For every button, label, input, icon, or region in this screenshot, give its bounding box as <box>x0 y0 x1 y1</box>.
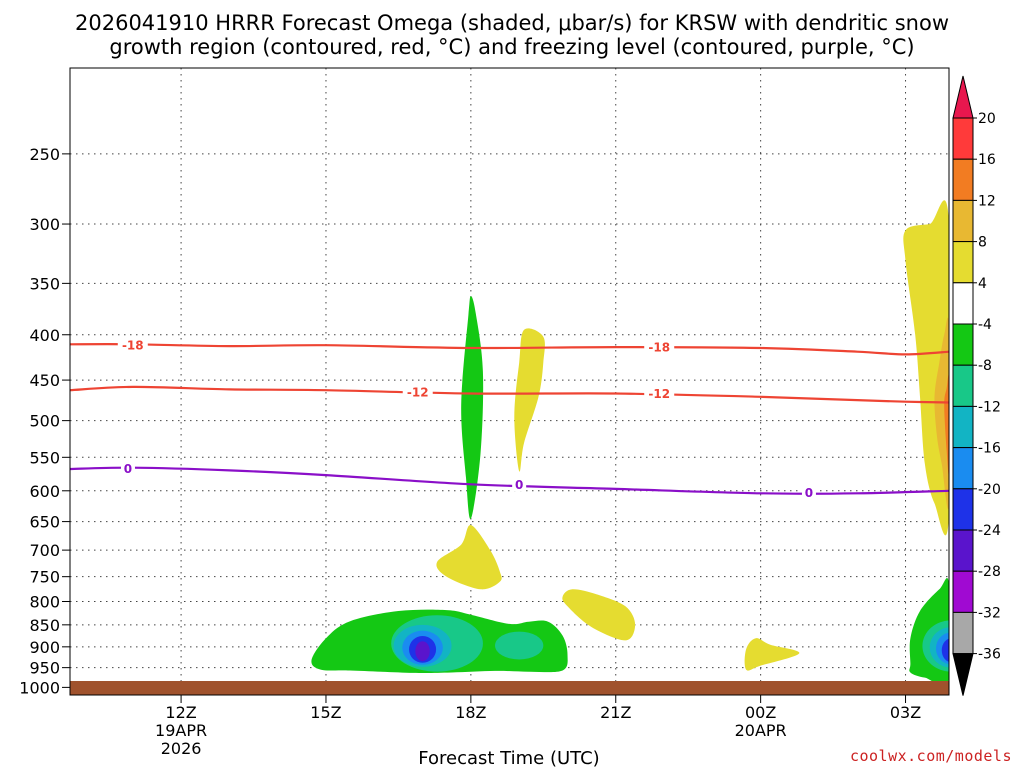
x-tick-label: 03Z <box>890 703 921 722</box>
colorbar-label: -24 <box>978 523 1001 539</box>
freezing-level-line <box>70 466 949 495</box>
x-tick-date-label: 19APR <box>155 721 207 740</box>
colorbar-segment <box>952 199 974 243</box>
colorbar-label: -4 <box>978 317 992 333</box>
contour-layer: -18 -18 -12 -12 0 0 0 <box>70 338 949 500</box>
y-axis-ticks: 250 300 350 400 450 500 550 600 650 700 750 800 850 9… <box>19 145 70 697</box>
colorbar-label: 8 <box>978 235 987 251</box>
colorbar-label: -20 <box>978 482 1001 498</box>
omega-region--8 <box>461 296 484 520</box>
temperature-contour-label-bg <box>402 384 433 399</box>
y-tick-label: 750 <box>29 568 60 587</box>
colorbar-segment <box>952 282 974 325</box>
colorbar-segment <box>952 488 974 531</box>
omega-region-8 <box>934 317 949 510</box>
x-tick-label: 15Z <box>310 703 341 722</box>
y-tick-label: 500 <box>29 412 60 431</box>
y-tick-label: 550 <box>29 448 60 467</box>
y-tick-label: 450 <box>29 371 60 390</box>
y-tick-label: 300 <box>29 215 60 234</box>
colorbar-segment <box>952 447 974 490</box>
grid-layer <box>70 68 949 695</box>
colorbar-label: 12 <box>978 193 996 209</box>
x-tick-label: 00Z <box>745 703 776 722</box>
temperature-contour-label: -18 <box>122 339 144 353</box>
colorbar-label: 20 <box>978 111 996 127</box>
omega-region--12 <box>495 631 544 660</box>
colorbar: 20 16 12 8 4 -4 -8 -12 -16 -20 -24 -28 -32 -36 <box>952 75 1001 696</box>
colorbar-segment <box>952 529 974 572</box>
omega-region-4 <box>903 200 949 536</box>
colorbar-segment <box>952 323 974 366</box>
x-tick-year-label: 2026 <box>161 739 202 758</box>
omega-shading-layer <box>311 200 949 681</box>
y-tick-label: 800 <box>29 593 60 612</box>
freezing-level-label-bg <box>801 485 816 500</box>
y-tick-label: 900 <box>29 638 60 657</box>
omega-region-12 <box>944 375 949 475</box>
temperature-contour-label-bg <box>644 386 675 401</box>
colorbar-segment <box>952 364 974 407</box>
temperature-contour-label: -12 <box>407 385 429 399</box>
colorbar-label: -28 <box>978 564 1001 580</box>
colorbar-label: -12 <box>978 399 1001 415</box>
omega-region-4 <box>562 589 636 641</box>
colorbar-label: -16 <box>978 441 1001 457</box>
credit-link[interactable]: coolwx.com/models <box>850 747 1012 765</box>
omega-region-4 <box>436 525 502 590</box>
x-tick-label: 18Z <box>455 703 486 722</box>
omega-region--28 <box>415 641 430 662</box>
y-tick-label: 600 <box>29 482 60 501</box>
colorbar-segment <box>952 158 974 201</box>
y-tick-label: 700 <box>29 541 60 560</box>
y-tick-label: 1000 <box>19 678 60 697</box>
chart-title-line-2: growth region (contoured, red, °C) and f… <box>109 35 914 59</box>
colorbar-segment <box>952 241 974 284</box>
colorbar-label: -32 <box>978 605 1001 621</box>
colorbar-label: 16 <box>978 152 996 168</box>
omega-region-4 <box>744 638 800 671</box>
temperature-contour-label-bg <box>644 340 675 355</box>
freezing-level-label-bg <box>120 461 135 476</box>
colorbar-segment <box>952 611 974 655</box>
temperature-contour-label: -18 <box>648 341 670 355</box>
colorbar-segment <box>952 570 974 613</box>
colorbar-bottom-arrow <box>952 653 974 696</box>
colorbar-label: 4 <box>978 276 987 292</box>
y-tick-label: 250 <box>29 145 60 164</box>
y-tick-label: 950 <box>29 659 60 678</box>
y-tick-label: 850 <box>29 616 60 635</box>
y-tick-label: 400 <box>29 326 60 345</box>
omega-region-4 <box>514 328 545 472</box>
temperature-contour-label: -12 <box>648 387 670 401</box>
ground-surface <box>70 681 949 695</box>
colorbar-top-arrow <box>952 75 974 119</box>
temperature-contour-line <box>70 343 949 356</box>
freezing-level-label: 0 <box>805 486 813 500</box>
x-tick-label: 12Z <box>165 703 196 722</box>
colorbar-segment <box>952 405 974 449</box>
colorbar-label: -8 <box>978 358 992 374</box>
x-axis-label: Forecast Time (UTC) <box>418 748 599 768</box>
omega-region--24 <box>941 638 949 662</box>
colorbar-label: -36 <box>978 647 1001 663</box>
freezing-level-label: 0 <box>515 478 523 492</box>
chart-title-line-1: 2026041910 HRRR Forecast Omega (shaded, … <box>75 11 949 35</box>
plot-frame <box>69 67 950 696</box>
y-tick-label: 650 <box>29 513 60 532</box>
freezing-level-label-bg <box>512 477 527 492</box>
temperature-contour-line <box>70 385 949 404</box>
temperature-contour-label-bg <box>117 338 148 353</box>
colorbar-segment <box>952 117 974 160</box>
x-tick-label: 21Z <box>600 703 631 722</box>
y-tick-label: 350 <box>29 274 60 293</box>
x-tick-date-label: 20APR <box>735 721 787 740</box>
freezing-level-label: 0 <box>124 462 132 476</box>
